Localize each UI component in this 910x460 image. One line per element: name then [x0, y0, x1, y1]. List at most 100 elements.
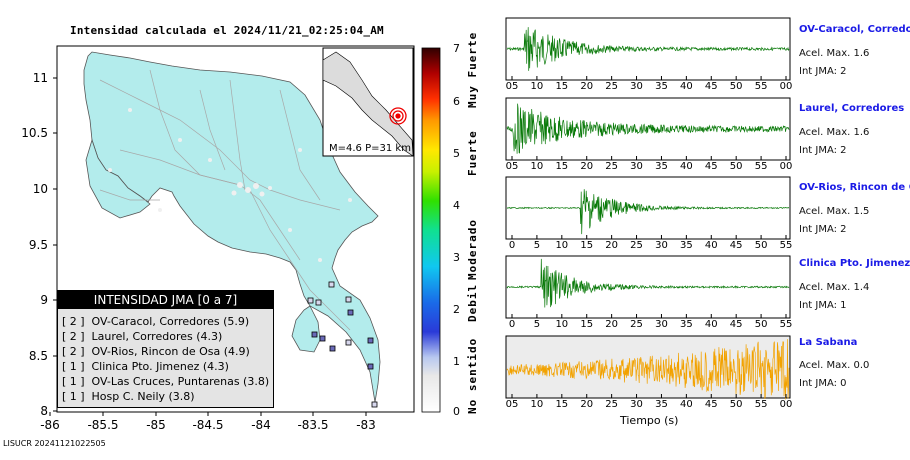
inset-land	[322, 51, 414, 157]
waveform-tick-label: 15	[555, 81, 569, 92]
time-axis-label: Tiempo (s)	[620, 414, 679, 427]
waveform-tick-label: 15	[580, 319, 594, 330]
lon-tick: -84	[251, 418, 271, 432]
waveform-tick-label: 55	[754, 161, 768, 172]
waveform-tick-label: 50	[754, 240, 768, 251]
waveform-tick-label: 10	[555, 319, 569, 330]
waveform-tick-label: 45	[704, 161, 718, 172]
colorbar-tick: 6	[453, 95, 460, 108]
legend-header: INTENSIDAD JMA [0 a 7]	[58, 291, 273, 309]
waveform-tick-label: 10	[530, 161, 544, 172]
waveform-tick-label: 35	[655, 81, 668, 92]
waveform-tick-label: 45	[729, 319, 743, 330]
waveform-tick-label: 20	[580, 161, 594, 172]
nicoya-peninsula	[85, 138, 151, 219]
station-accel: Acel. Max. 1.4	[799, 282, 870, 293]
waveform-tick-label: 45	[729, 240, 743, 251]
waveform-tick-label: 55	[779, 319, 793, 330]
station-accel: Acel. Max. 1.5	[799, 206, 870, 217]
waveform-trace	[506, 27, 790, 71]
waveform-tick-label: 40	[679, 161, 693, 172]
waveform-tick-label: 20	[580, 81, 594, 92]
waveform-tick-label: 20	[580, 399, 594, 410]
station-jma: Int JMA: 2	[799, 145, 847, 156]
waveform-tick-label: 05	[505, 81, 519, 92]
waveform-tick-label: 10	[530, 399, 544, 410]
epicenter-icon	[389, 107, 407, 125]
legend-item: [ 2 ] OV-Caracol, Corredores (5.9)	[62, 315, 250, 328]
station-markers	[307, 281, 378, 408]
waveform-tick-label: 5	[533, 319, 541, 330]
lat-tick: 8.5	[28, 349, 48, 363]
waveform-tick-label: 30	[630, 81, 643, 92]
lat-tick: 9.5	[28, 238, 48, 252]
waveform-tick-label: 35	[679, 319, 693, 330]
waveform-tick-label: 25	[630, 319, 643, 330]
waveform-trace	[506, 339, 790, 400]
waveform-tick-label: 50	[729, 81, 743, 92]
waveform-tick-label: 55	[754, 399, 768, 410]
colorbar-tick: 3	[453, 251, 460, 264]
waveform-tick-label: 45	[704, 81, 718, 92]
colorbar-tick: 4	[453, 199, 460, 212]
osa-peninsula	[291, 305, 321, 353]
city-dots	[108, 108, 352, 262]
station-jma: Int JMA: 2	[799, 66, 847, 77]
footer-id: LISUCR 20241121022505	[3, 439, 106, 448]
map-title: Intensidad calculada el 2024/11/21_02:25…	[70, 24, 384, 37]
station-accel: Acel. Max. 0.0	[799, 360, 870, 371]
waveform-tick-label: 55	[779, 240, 793, 251]
waveform-tick-label: 50	[729, 161, 743, 172]
colorbar-tick: 5	[453, 147, 460, 160]
waveform-tick-label: 15	[580, 240, 594, 251]
station-name: Clinica Pto. Jimenez	[799, 258, 910, 269]
lat-tick: 10.5	[21, 126, 48, 140]
station-name: OV-Rios, Rincon de Os	[799, 182, 910, 193]
map-axis-ticks	[49, 77, 367, 416]
waveform-tick-label: 35	[679, 240, 693, 251]
lon-tick: -85.5	[87, 418, 119, 432]
lat-tick: 10	[32, 182, 48, 196]
station-jma: Int JMA: 1	[799, 300, 847, 311]
waveform-tick-label: 00	[779, 81, 793, 92]
station-name: OV-Caracol, Corredore	[799, 24, 910, 35]
lon-tick: -85	[146, 418, 166, 432]
waveform-tick-label: 10	[555, 240, 569, 251]
waveform-trace	[506, 103, 790, 154]
road-network	[99, 69, 351, 331]
waveform-tick-label: 50	[754, 319, 768, 330]
waveform-tick-label: 40	[679, 399, 693, 410]
lon-tick: -84.5	[192, 418, 224, 432]
waveform-tick-label: 40	[679, 81, 693, 92]
waveform-trace	[506, 258, 790, 308]
waveform-tick-label: 30	[655, 240, 668, 251]
station-jma: Int JMA: 2	[799, 224, 847, 235]
waveform-tick-label: 30	[630, 161, 643, 172]
waveform-tick-label: 15	[555, 399, 569, 410]
lat-tick: 11	[32, 71, 48, 85]
colorbar-tick: 1	[453, 355, 460, 368]
station-accel: Acel. Max. 1.6	[799, 48, 870, 59]
waveform-tick-label: 00	[779, 399, 793, 410]
waveform-tick-label: 15	[555, 161, 569, 172]
waveform-tick-label: 50	[729, 399, 743, 410]
legend-item: [ 1 ] Hosp C. Neily (3.8)	[62, 390, 195, 403]
waveform-tick-label: 35	[655, 161, 668, 172]
inset-magnitude-label: M=4.6 P=31 km	[329, 143, 411, 154]
waveform-tick-label: 05	[505, 399, 519, 410]
waveform-tick-label: 05	[505, 161, 519, 172]
waveform-tick-label: 0	[508, 319, 516, 330]
waveform-tick-label: 35	[655, 399, 668, 410]
waveform-tick-label: 25	[605, 81, 618, 92]
station-accel: Acel. Max. 1.6	[799, 127, 870, 138]
colorbar-tick: 0	[453, 405, 460, 418]
station-jma: Int JMA: 0	[799, 378, 847, 389]
lat-tick: 8	[40, 404, 48, 418]
waveform-tick-label: 45	[704, 399, 718, 410]
waveform-tick-label: 40	[704, 319, 718, 330]
lon-tick: -83	[356, 418, 376, 432]
waveform-tick-label: 25	[605, 399, 618, 410]
legend-item: [ 2 ] OV-Rios, Rincon de Osa (4.9)	[62, 345, 250, 358]
waveform-tick-label: 20	[605, 240, 618, 251]
